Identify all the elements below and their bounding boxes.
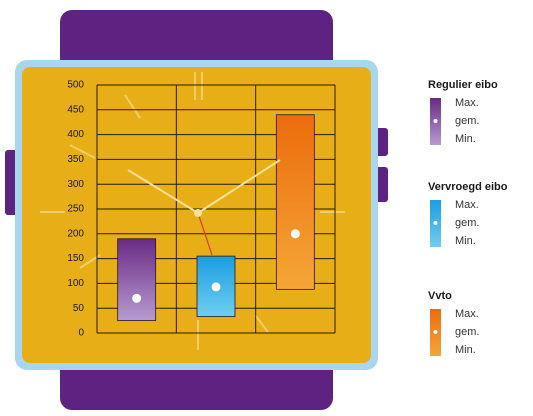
range-bar — [117, 238, 157, 321]
legend-dot — [433, 221, 438, 225]
mean-dot — [132, 293, 142, 303]
legend-title: Vvto — [428, 290, 452, 302]
mean-dot — [211, 282, 221, 292]
y-tick-label: 100 — [67, 278, 84, 289]
y-tick-label: 400 — [67, 129, 84, 140]
legend-label: Min. — [455, 133, 476, 145]
legend-label: gem. — [455, 217, 479, 229]
hour-marks — [40, 72, 345, 350]
legend-label: gem. — [455, 115, 479, 127]
y-tick-label: 300 — [67, 179, 84, 190]
y-tick-label: 350 — [67, 154, 84, 165]
y-tick-label: 250 — [67, 204, 84, 215]
y-tick-label: 150 — [67, 253, 84, 264]
legend-dot — [433, 119, 438, 123]
y-tick-label: 500 — [67, 80, 84, 91]
legend-title: Regulier eibo — [428, 79, 498, 91]
y-tick-label: 0 — [78, 328, 84, 339]
second-hand — [197, 212, 213, 256]
legend-label: Max. — [455, 308, 479, 320]
range-bar — [275, 114, 315, 290]
mean-dot — [290, 229, 300, 239]
watch-hands — [127, 159, 281, 214]
legend-label: Min. — [455, 344, 476, 356]
legend-label: gem. — [455, 326, 479, 338]
legend-title: Vervroegd eibo — [428, 181, 508, 193]
hand-pivot — [194, 209, 202, 217]
plot: 0 50 100 150 200 250 300 350 400 450 500 — [67, 80, 336, 339]
legend-dot — [433, 330, 438, 334]
y-tick-label: 50 — [73, 303, 85, 314]
legend-label: Min. — [455, 235, 476, 247]
legend-label: Max. — [455, 199, 479, 211]
y-tick-label: 450 — [67, 104, 84, 115]
strap-top — [60, 10, 333, 72]
y-tick-label: 200 — [67, 228, 84, 239]
legend-label: Max. — [455, 97, 479, 109]
